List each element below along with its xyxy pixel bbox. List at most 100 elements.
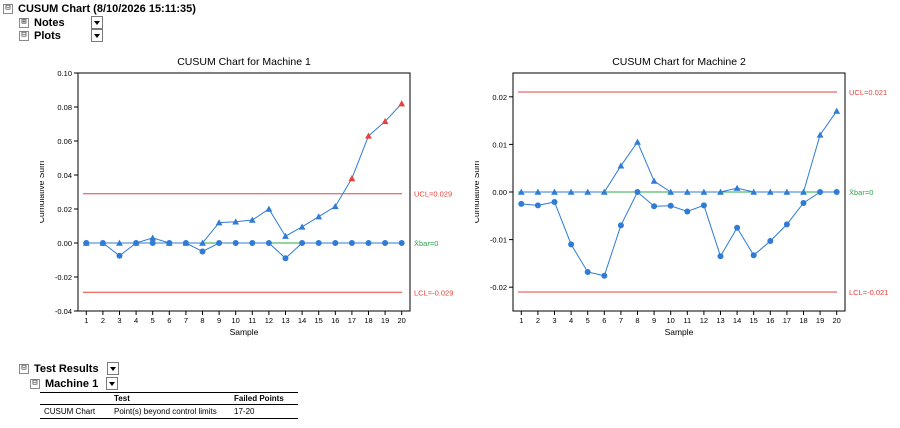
x-tick-label: 9 [217,316,221,325]
data-point-triangle [650,177,658,184]
x-tick-label: 3 [552,316,556,325]
y-tick-label: 0.08 [57,103,72,112]
y-tick-label: 0.02 [492,93,507,102]
series-line [86,242,402,259]
data-point-circle [99,240,106,246]
data-point-triangle [683,188,691,195]
y-tick-label: -0.02 [55,273,72,282]
x-tick-label: 4 [569,316,573,325]
table-row: CUSUM Chart Point(s) beyond control limi… [40,404,298,419]
collapse-icon[interactable]: ⊟ [30,378,40,389]
data-point-circle [667,202,674,209]
data-point-triangle [365,132,372,139]
data-point-circle [518,200,525,207]
y-axis-label: Cumulative Sum [40,161,46,223]
data-point-triangle [617,162,625,169]
data-point-circle [199,248,206,255]
data-point-circle [166,240,173,246]
data-point-circle [651,203,658,210]
x-tick-label: 15 [315,316,323,325]
data-point-triangle [766,188,774,195]
data-point-circle [584,268,591,275]
cusum-chart-machine-1: CUSUM Chart for Machine 1 -0.04 -0.02 0.00 0… [40,56,453,337]
machine-1-dropdown-icon[interactable] [106,377,119,390]
x-tick-label: 2 [101,316,105,325]
notes-dropdown-icon[interactable] [90,16,103,29]
x-tick-label: 12 [700,316,708,325]
y-tick-label: -0.01 [490,236,507,245]
x-tick-label: 14 [298,316,306,325]
x-tick-label: 18 [799,316,807,325]
data-point-circle [817,189,824,195]
ucl-label: UCL=0.021 [849,88,887,97]
expand-icon[interactable]: ⊞ [19,17,29,28]
plots-dropdown-icon[interactable] [90,29,103,42]
plots-label: Plots [34,29,61,42]
report-root-row[interactable]: ⊟ CUSUM Chart (8/10/2026 15:11:35) [3,3,196,15]
x-tick-label: 16 [331,316,339,325]
data-point-triangle [717,188,724,195]
x-tick-label: 8 [635,316,639,325]
data-point-circle [315,240,322,246]
data-point-triangle [567,188,575,195]
collapse-icon[interactable]: ⊟ [19,30,29,41]
data-point-triangle [315,213,323,220]
data-point-circle [299,240,306,246]
data-point-triangle [750,188,758,195]
x-tick-label: 6 [602,316,606,325]
data-point-circle [551,198,558,205]
data-point-circle [717,253,724,260]
data-point-circle [133,240,140,246]
test-results-node[interactable]: ⊟ Test Results [19,362,119,375]
y-tick-label: -0.04 [55,307,72,316]
data-point-triangle [534,188,542,195]
collapse-icon[interactable]: ⊟ [19,363,29,374]
plot-frame [77,72,411,312]
collapse-icon[interactable]: ⊟ [3,4,13,14]
y-tick-label: 0.02 [57,205,72,214]
notes-node[interactable]: ⊞ Notes [19,16,103,29]
series-line [86,103,403,244]
lcl-label: LCL=-0.021 [849,288,888,297]
data-point-circle [800,199,807,206]
data-point-triangle [517,188,525,195]
cusum-chart-machine-2: CUSUM Chart for Machine 2 -0.02 -0.01 0.00 0… [475,56,888,337]
data-point-triangle [381,118,389,125]
data-point-triangle [800,188,807,195]
x-tick-label: 5 [586,316,590,325]
x-tick-label: 17 [348,316,356,325]
x-tick-label: 16 [766,316,774,325]
data-point-triangle [248,216,256,223]
ucl-label: UCL=0.029 [414,190,452,199]
data-point-triangle [199,239,206,246]
x-tick-label: 10 [667,316,675,325]
x-tick-label: 15 [750,316,758,325]
table-cell: 17-20 [230,404,298,419]
y-tick-label: 0.00 [57,239,72,248]
data-point-triangle [551,188,558,195]
x-axis-label: Sample [230,327,259,337]
data-point-circle [601,272,608,279]
data-point-circle [684,208,691,215]
data-point-triangle [149,234,157,241]
notes-label: Notes [34,16,65,29]
machine-1-node[interactable]: ⊟ Machine 1 [30,377,119,390]
data-point-circle [232,240,239,246]
test-results-dropdown-icon[interactable] [106,362,119,375]
center-label: X̄bar=0 [414,239,438,248]
data-point-triangle [298,223,306,230]
center-label: X̄bar=0 [849,188,873,197]
x-tick-label: 11 [683,316,691,325]
table-header: Test [110,392,230,405]
x-tick-label: 20 [833,316,841,325]
data-point-triangle [398,100,406,107]
x-tick-label: 13 [716,316,724,325]
x-tick-label: 1 [84,316,88,325]
x-axis-label: Sample [665,327,694,337]
plots-node[interactable]: ⊟ Plots [19,29,103,42]
data-point-circle [734,224,741,231]
x-tick-label: 8 [200,316,204,325]
data-point-triangle [282,232,289,239]
y-tick-label: 0.01 [492,140,507,149]
data-point-circle [149,240,156,246]
